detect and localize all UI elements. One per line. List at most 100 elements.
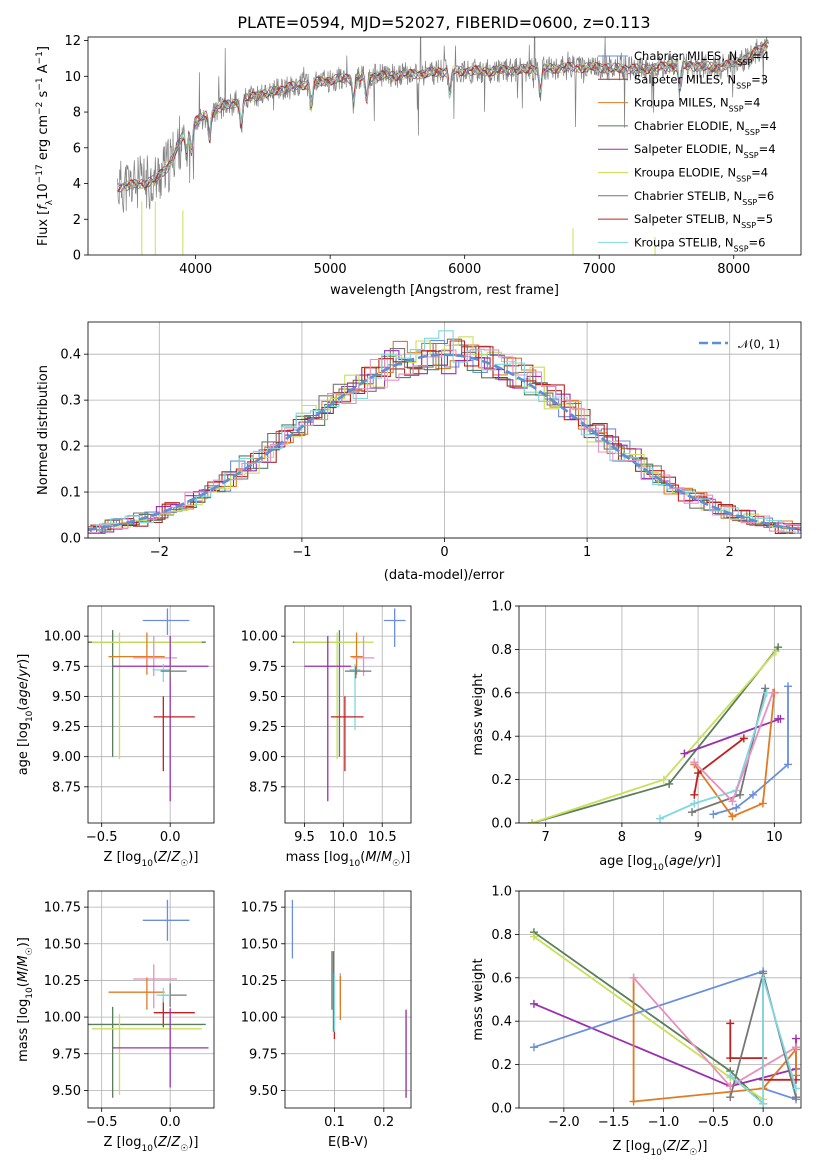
mass-weight-marker (656, 814, 664, 823)
x-tick-label: 4000 (179, 262, 212, 277)
mass-weight-marker (629, 1097, 638, 1106)
legend-label: Salpeter ELODIE, NSSP=4 (634, 142, 776, 160)
normal-curve (88, 353, 801, 532)
label-part: yr (16, 662, 31, 678)
legend-label-sub: SSP (737, 58, 752, 67)
mass-weight-marker (629, 973, 638, 982)
spectrum-axes: 4000 5000 6000 7000 8000 0 2 4 6 8 10 12 Chabrier MI… (35, 34, 802, 298)
label-part: / (676, 1139, 681, 1154)
label-part: 10 (652, 863, 664, 873)
mass_vs_ebv-xlabel: E(B-V) (328, 1135, 368, 1150)
y-tick-label: 9.25 (249, 720, 278, 735)
legend-label: Chabrier STELIB, NSSP=6 (634, 189, 774, 207)
legend-label-sub: SSP (734, 244, 749, 253)
label-part: 10 (141, 1144, 153, 1154)
legend-label: 𝒩(0, 1) (738, 337, 780, 351)
y-tick-label: 8.75 (52, 780, 81, 795)
label-part: / (16, 676, 31, 681)
y-tick-label: 0.2 (491, 1058, 512, 1073)
label-part: 10 (25, 710, 35, 722)
legend-label-n: =4 (751, 166, 768, 180)
mass-weight-marker (527, 819, 536, 823)
label-part: Z (170, 850, 181, 865)
mass-weight-marker (784, 760, 793, 769)
x-tick-label: −1 (292, 545, 311, 560)
x-tick-label: −0.5 (698, 1115, 730, 1130)
legend-label-sub: SSP (736, 81, 751, 90)
mass-weight-line (632, 977, 797, 1088)
y-tick-label: 0.4 (491, 730, 512, 745)
y-tick-label: 10.50 (44, 937, 81, 952)
x-tick-label: 7 (542, 830, 550, 845)
mass_weight_vs_age-ylabel: mass weight (471, 673, 486, 755)
mass_weight_vs_age-xlabel: age [log10(age/yr)] (599, 854, 721, 873)
histogram-step (88, 338, 801, 534)
spectrum-model-line (117, 46, 769, 189)
y-tick-label: 9.75 (249, 660, 278, 675)
axes-frame (87, 605, 215, 824)
mass_vs_Z-ylabel: mass [log10(M/M☉)] (16, 937, 35, 1062)
label-part: ☉ (180, 859, 188, 869)
mass-weight-line (632, 977, 797, 1103)
age_vs_mass-plot (292, 608, 406, 802)
axes-frame (87, 36, 802, 256)
label-part: mass [log (286, 850, 349, 865)
mass-weight-marker (732, 803, 741, 812)
axes-frame (87, 890, 215, 1109)
legend-label-main: Salpeter STELIB, N (634, 212, 741, 226)
label-part: M (16, 971, 31, 982)
label-part: Z [log (613, 1139, 651, 1154)
mass-weight-marker (694, 769, 703, 778)
mass_vs_ebv-plot (291, 899, 407, 1098)
label-part: / (377, 850, 382, 865)
y-tick-label: 6 (73, 141, 81, 156)
mass-weight-marker (748, 790, 757, 799)
mass-weight-line (531, 651, 777, 823)
mass-weight-marker (774, 714, 783, 723)
x-tick-label: 0.0 (753, 1115, 774, 1130)
x-tick-label: 1 (583, 545, 591, 560)
y-tick-label: 10.00 (241, 1011, 278, 1026)
figure-title: PLATE=0594, MJD=52027, FIBERID=0600, z=0… (237, 13, 650, 32)
mass-weight-marker (774, 643, 783, 652)
mass_weight_vs_Z-ylabel: mass weight (471, 958, 486, 1040)
spectrum-model-line (117, 39, 768, 193)
mass-weight-marker (709, 810, 718, 819)
mass-weight-marker (768, 688, 777, 697)
legend-label: Kroupa STELIB, NSSP=6 (634, 235, 765, 253)
y-tick-label: 10.00 (241, 630, 278, 645)
label-part: )] (400, 850, 410, 865)
x-tick-label: 8000 (717, 262, 750, 277)
mass_vs_Z-plot (88, 899, 209, 1098)
x-tick-label: 10.0 (329, 830, 358, 845)
label-part: A (36, 64, 51, 77)
label-part: Z [log (104, 850, 142, 865)
legend-label-n: =5 (756, 212, 773, 226)
mass-weight-marker (771, 647, 780, 656)
x-tick-label: −0.5 (86, 1115, 118, 1130)
mass-weight-marker (529, 932, 538, 941)
legend-label: Kroupa ELODIE, NSSP=4 (634, 166, 768, 184)
mass_weight_vs_age-plot (527, 643, 793, 823)
mass-weight-marker (792, 1034, 801, 1043)
legend-label: Chabrier ELODIE, NSSP=4 (634, 119, 777, 137)
mass_weight_vs_Z-xlabel: Z [log10(Z/Z☉)] (613, 1139, 708, 1158)
mass-weight-marker (792, 1043, 801, 1052)
y-tick-label: 0.6 (491, 686, 512, 701)
label-part: erg cm (36, 115, 51, 164)
y-tick-label: 10.25 (241, 974, 278, 989)
mass_vs_Z-axes: −0.5 0.0 9.50 9.75 10.00 10.25 10.50 10.75 Z [lo… (16, 890, 215, 1154)
label-part: )] (16, 654, 31, 664)
axes-frame (87, 321, 802, 539)
label-part: / (167, 850, 172, 865)
y-tick-label: 9.50 (249, 690, 278, 705)
y-tick-label: 0.0 (491, 1102, 512, 1117)
axes-frame (518, 890, 802, 1109)
legend-label-n: =4 (752, 49, 769, 63)
label-part: 10 (141, 859, 153, 869)
spectrum-plot (117, 37, 770, 255)
label-part: Z (170, 1135, 181, 1150)
x-tick-label: −0.5 (86, 830, 118, 845)
label-part: ( (16, 706, 31, 711)
